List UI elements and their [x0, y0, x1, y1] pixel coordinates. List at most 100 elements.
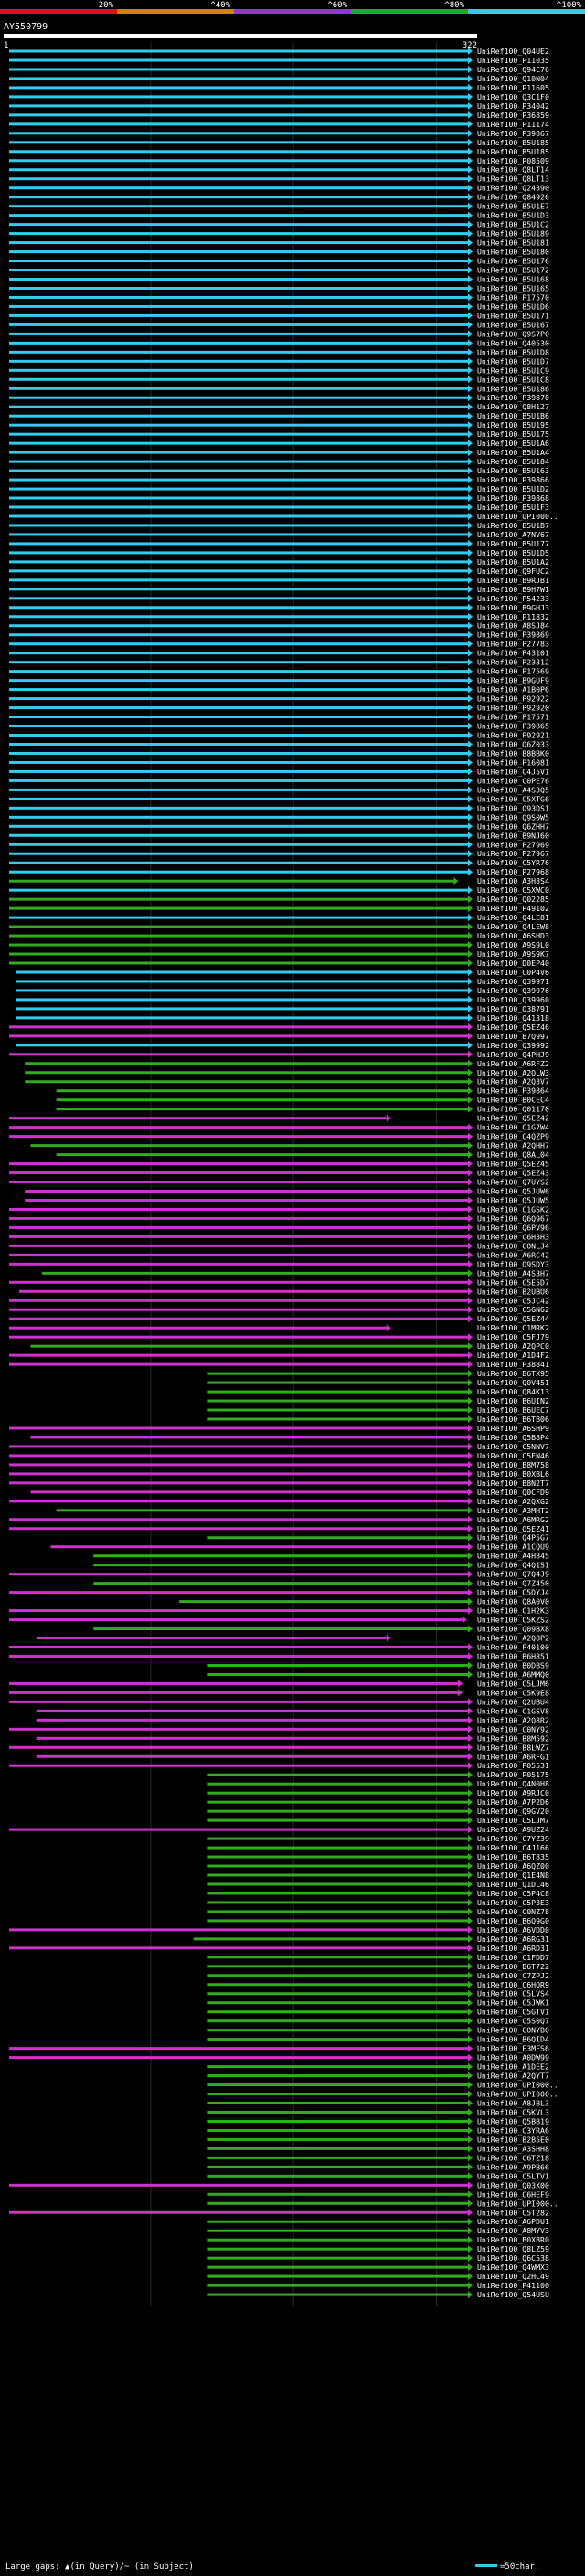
hit-label[interactable]: UniRef100_A3SHH8 [477, 2144, 549, 2153]
hit-label[interactable]: UniRef100_P92920 [477, 704, 549, 713]
hit-label[interactable]: UniRef100_P27969 [477, 840, 549, 849]
hit-label[interactable]: UniRef100_C5LJM7 [477, 1816, 549, 1825]
hit-label[interactable]: UniRef100_B0XBR0 [477, 2235, 549, 2244]
hit-label[interactable]: UniRef100_A8JBL3 [477, 2099, 549, 2108]
hit-label[interactable]: UniRef100_Q2UBU4 [477, 1697, 549, 1706]
hit-label[interactable]: UniRef100_B6UEC7 [477, 1405, 549, 1415]
hit-label[interactable]: UniRef100_P39864 [477, 1087, 549, 1096]
hit-label[interactable]: UniRef100_A6SHP9 [477, 1424, 549, 1433]
hit-label[interactable]: UniRef100_P08509 [477, 156, 549, 165]
hit-label[interactable]: UniRef100_Q84K13 [477, 1387, 549, 1396]
hit-label[interactable]: UniRef100_C3YRA6 [477, 2125, 549, 2135]
hit-label[interactable]: UniRef100_A2QLW3 [477, 1068, 549, 1077]
hit-label[interactable]: UniRef100_C5P3E3 [477, 1898, 549, 1907]
hit-label[interactable]: UniRef100_Q6Q967 [477, 1214, 549, 1223]
hit-label[interactable]: UniRef100_C5JWK1 [477, 1998, 549, 2008]
hit-label[interactable]: UniRef100_B6UIN2 [477, 1396, 549, 1405]
hit-label[interactable]: UniRef100_B5U181 [477, 239, 549, 248]
hit-label[interactable]: UniRef100_Q8LZ59 [477, 2244, 549, 2253]
hit-label[interactable]: UniRef100_Q5EZ44 [477, 1314, 549, 1323]
hit-label[interactable]: UniRef100_C5YR76 [477, 858, 549, 867]
hit-label[interactable]: UniRef100_P16081 [477, 758, 549, 767]
hit-label[interactable]: UniRef100_C5XTG6 [477, 794, 549, 803]
hit-label[interactable]: UniRef100_D0EP40 [477, 959, 549, 968]
hit-label[interactable]: UniRef100_Q3C1F0 [477, 92, 549, 101]
hit-label[interactable]: UniRef100_B5U1F3 [477, 503, 549, 512]
hit-label[interactable]: UniRef100_Q02285 [477, 895, 549, 904]
hit-label[interactable]: UniRef100_P38841 [477, 1360, 549, 1369]
hit-label[interactable]: UniRef100_B5U180 [477, 248, 549, 257]
hit-label[interactable]: UniRef100_Q39992 [477, 1041, 549, 1050]
hit-label[interactable]: UniRef100_C0NY92 [477, 1724, 549, 1733]
hit-label[interactable]: UniRef100_C5KVL3 [477, 2107, 549, 2116]
hit-label[interactable]: UniRef100_A1D4F2 [477, 1351, 549, 1360]
hit-label[interactable]: UniRef100_Q9S7P0 [477, 329, 549, 338]
hit-label[interactable]: UniRef100_P17571 [477, 713, 549, 722]
hit-label[interactable]: UniRef100_Q9FUC2 [477, 567, 549, 576]
hit-label[interactable]: UniRef100_P11832 [477, 612, 549, 621]
hit-label[interactable]: UniRef100_P39866 [477, 475, 549, 484]
hit-label[interactable]: UniRef100_C5S0Q7 [477, 2017, 549, 2026]
hit-label[interactable]: UniRef100_B5U1D2 [477, 484, 549, 493]
hit-label[interactable]: UniRef100_Q84926 [477, 193, 549, 202]
hit-label[interactable]: UniRef100_Q4WMX3 [477, 2263, 549, 2272]
hit-label[interactable]: UniRef100_Q2HC49 [477, 2272, 549, 2281]
hit-label[interactable]: UniRef100_P92922 [477, 694, 549, 704]
hit-label[interactable]: UniRef100_Q7Z450 [477, 1579, 549, 1588]
hit-label[interactable]: UniRef100_P05175 [477, 1770, 549, 1779]
hit-label[interactable]: UniRef100_C1H2K3 [477, 1606, 549, 1616]
hit-label[interactable]: UniRef100_C1GSK2 [477, 1204, 549, 1214]
hit-label[interactable]: UniRef100_A2QHH7 [477, 1141, 549, 1150]
hit-label[interactable]: UniRef100_C4J166 [477, 1843, 549, 1852]
hit-label[interactable]: UniRef100_P39868 [477, 493, 549, 503]
hit-label[interactable]: UniRef100_P05531 [477, 1761, 549, 1770]
hit-label[interactable]: UniRef100_Q1DL46 [477, 1880, 549, 1889]
hit-label[interactable]: UniRef100_B5U1D8 [477, 347, 549, 356]
hit-label[interactable]: UniRef100_A2QYT7 [477, 2072, 549, 2081]
hit-label[interactable]: UniRef100_A2QPC0 [477, 1341, 549, 1351]
hit-label[interactable]: UniRef100_B8LWZ7 [477, 1743, 549, 1752]
hit-label[interactable]: UniRef100_A6QZ00 [477, 1861, 549, 1871]
hit-label[interactable]: UniRef100_B0CEC4 [477, 1096, 549, 1105]
hit-label[interactable]: UniRef100_Q4PHJ9 [477, 1050, 549, 1059]
hit-label[interactable]: UniRef100_B9H7W1 [477, 585, 549, 594]
hit-label[interactable]: UniRef100_Q40530 [477, 338, 549, 347]
hit-label[interactable]: UniRef100_Q41318 [477, 1013, 549, 1023]
hit-label[interactable]: UniRef100_C5LJM6 [477, 1679, 549, 1688]
hit-label[interactable]: UniRef100_C6H3H3 [477, 1232, 549, 1241]
hit-label[interactable]: UniRef100_P41100 [477, 2281, 549, 2290]
hit-label[interactable]: UniRef100_B5U1A2 [477, 557, 549, 567]
hit-label[interactable]: UniRef100_C5KZS2 [477, 1616, 549, 1625]
hit-label[interactable]: UniRef100_A7NV67 [477, 530, 549, 539]
hit-label[interactable]: UniRef100_P23312 [477, 658, 549, 667]
hit-label[interactable]: UniRef100_Q4Q1S1 [477, 1561, 549, 1570]
hit-label[interactable]: UniRef100_B2UBU6 [477, 1287, 549, 1296]
hit-label[interactable]: UniRef100_C7ZPJ2 [477, 1971, 549, 1980]
hit-label[interactable]: UniRef100_UPI000.. [477, 2199, 558, 2208]
hit-label[interactable]: UniRef100_Q9S0W5 [477, 812, 549, 822]
hit-label[interactable]: UniRef100_B9RJB1 [477, 576, 549, 585]
hit-label[interactable]: UniRef100_P49102 [477, 904, 549, 913]
hit-label[interactable]: UniRef100_B5U167 [477, 320, 549, 329]
hit-label[interactable]: UniRef100_P27967 [477, 849, 549, 858]
hit-label[interactable]: UniRef100_B6TX95 [477, 1369, 549, 1378]
hit-label[interactable]: UniRef100_P27783 [477, 640, 549, 649]
hit-label[interactable]: UniRef100_Q5EZ42 [477, 1114, 549, 1123]
hit-label[interactable]: UniRef100_B8BBK0 [477, 748, 549, 758]
hit-label[interactable]: UniRef100_C5P4C8 [477, 1889, 549, 1898]
hit-label[interactable]: UniRef100_A6RG31 [477, 1935, 549, 1944]
hit-label[interactable]: UniRef100_Q54USU [477, 2290, 549, 2299]
hit-label[interactable]: UniRef100_B6QID4 [477, 2035, 549, 2044]
hit-label[interactable]: UniRef100_Q8AL04 [477, 1150, 549, 1160]
hit-label[interactable]: UniRef100_Q7UYS2 [477, 1178, 549, 1187]
hit-label[interactable]: UniRef100_B5U177 [477, 539, 549, 548]
hit-label[interactable]: UniRef100_B5U176 [477, 257, 549, 266]
hit-label[interactable]: UniRef100_Q93DS1 [477, 803, 549, 812]
hit-label[interactable]: UniRef100_UPI000.. [477, 2081, 558, 2090]
hit-label[interactable]: UniRef100_P39870 [477, 393, 549, 402]
hit-label[interactable]: UniRef100_Q5EZ46 [477, 1023, 549, 1032]
hit-label[interactable]: UniRef100_A6PDU1 [477, 2217, 549, 2226]
hit-label[interactable]: UniRef100_P54233 [477, 594, 549, 603]
hit-label[interactable]: UniRef100_B9NJ60 [477, 831, 549, 840]
hit-label[interactable]: UniRef100_Q24390 [477, 184, 549, 193]
